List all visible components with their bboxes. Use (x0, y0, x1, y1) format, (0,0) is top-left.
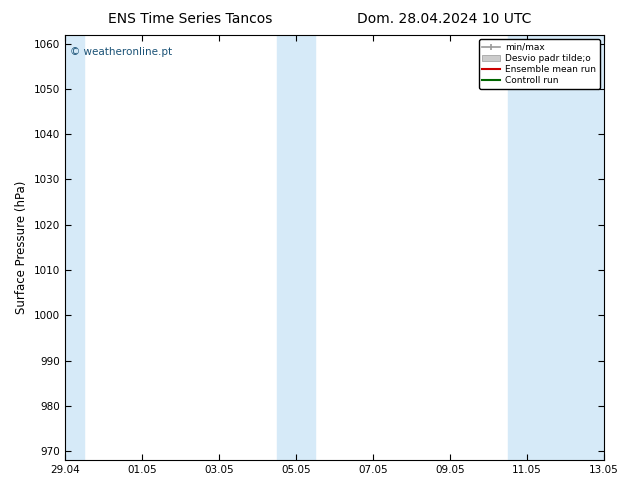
Bar (276, 35, 315, 460)
Y-axis label: Surface Pressure (hPa): Surface Pressure (hPa) (15, 181, 28, 314)
Text: ENS Time Series Tancos: ENS Time Series Tancos (108, 12, 273, 26)
Bar (508, 35, 612, 460)
Bar (46, 35, 84, 460)
Text: © weatheronline.pt: © weatheronline.pt (70, 48, 172, 57)
Text: Dom. 28.04.2024 10 UTC: Dom. 28.04.2024 10 UTC (356, 12, 531, 26)
Legend: min/max, Desvio padr tilde;o, Ensemble mean run, Controll run: min/max, Desvio padr tilde;o, Ensemble m… (479, 39, 600, 89)
